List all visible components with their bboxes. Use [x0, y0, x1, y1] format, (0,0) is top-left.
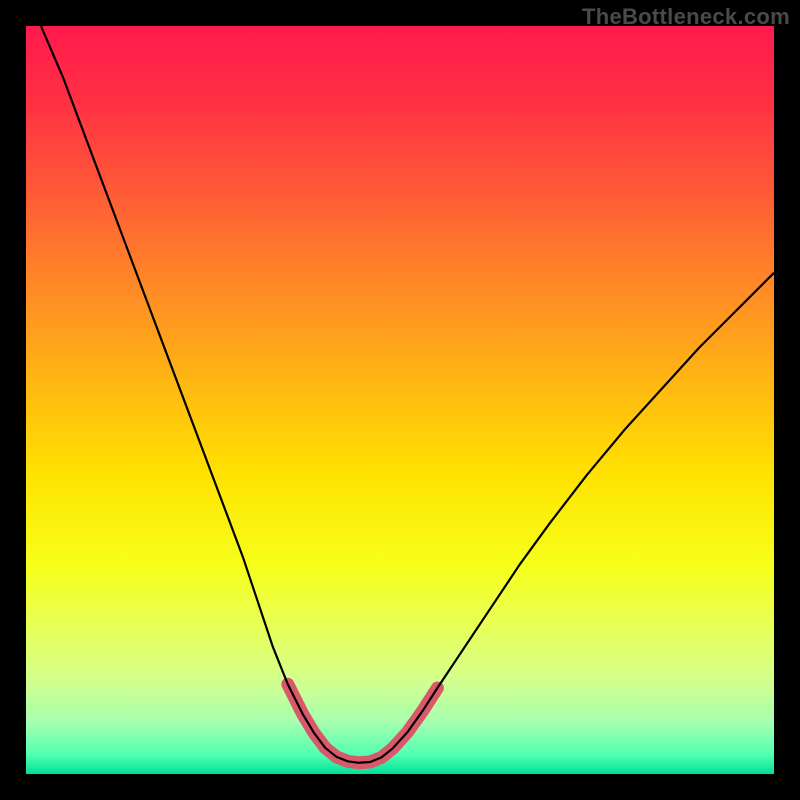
watermark-text: TheBottleneck.com: [582, 4, 790, 30]
bottleneck-chart: [0, 0, 800, 800]
chart-container: TheBottleneck.com: [0, 0, 800, 800]
